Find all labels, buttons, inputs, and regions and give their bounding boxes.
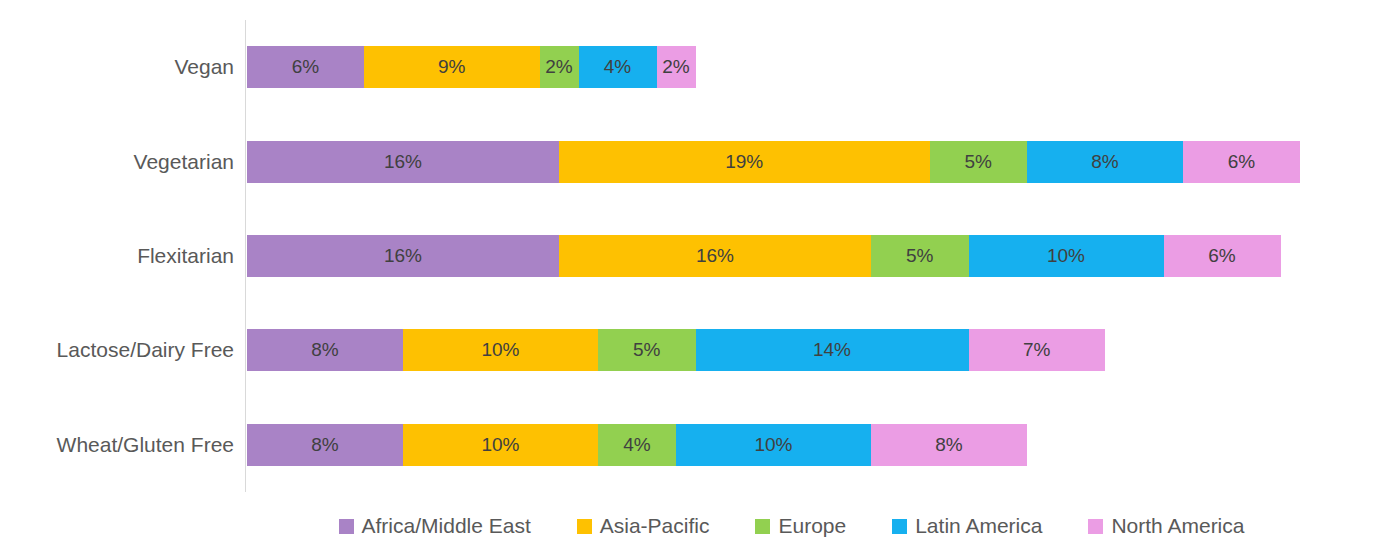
bar-segment: 2% — [540, 46, 579, 88]
category-label: Lactose/Dairy Free — [0, 338, 246, 362]
bar-segment: 14% — [696, 329, 969, 371]
data-label: 5% — [906, 245, 933, 267]
data-label: 10% — [481, 339, 519, 361]
legend-item: Africa/Middle East — [339, 514, 531, 538]
legend-swatch-icon — [577, 519, 592, 534]
bar-segment: 2% — [657, 46, 696, 88]
bar-segment: 16% — [247, 141, 559, 183]
data-label: 2% — [662, 56, 689, 78]
data-label: 4% — [604, 56, 631, 78]
data-label: 6% — [1228, 151, 1255, 173]
bar-segment: 10% — [676, 424, 871, 466]
stacked-bar: 8% 10% 4% 10% 8% — [247, 424, 1027, 466]
bar-segment: 7% — [969, 329, 1106, 371]
data-label: 6% — [1208, 245, 1235, 267]
bar-segment: 5% — [930, 141, 1028, 183]
bar-segment: 8% — [247, 329, 403, 371]
bar-segment: 10% — [403, 329, 598, 371]
bar-segment: 8% — [247, 424, 403, 466]
bar-segment: 5% — [598, 329, 696, 371]
legend-label: North America — [1111, 514, 1244, 538]
data-label: 16% — [696, 245, 734, 267]
legend-item: Europe — [755, 514, 846, 538]
bar-segment: 6% — [1183, 141, 1300, 183]
chart-row: Vegan 6% 9% 2% 4% 2% — [0, 20, 1383, 114]
bar-segment: 10% — [403, 424, 598, 466]
data-label: 7% — [1023, 339, 1050, 361]
data-label: 4% — [623, 434, 650, 456]
chart-row: Wheat/Gluten Free 8% 10% 4% 10% 8% — [0, 398, 1383, 492]
legend-swatch-icon — [892, 519, 907, 534]
data-label: 10% — [1047, 245, 1085, 267]
stacked-bar: 6% 9% 2% 4% 2% — [247, 46, 696, 88]
category-label: Wheat/Gluten Free — [0, 433, 246, 457]
legend-label: Asia-Pacific — [600, 514, 710, 538]
chart-row: Vegetarian 16% 19% 5% 8% 6% — [0, 114, 1383, 208]
legend-item: Latin America — [892, 514, 1042, 538]
bar-segment: 5% — [871, 235, 969, 277]
data-label: 10% — [754, 434, 792, 456]
data-label: 9% — [438, 56, 465, 78]
chart-row: Lactose/Dairy Free 8% 10% 5% 14% 7% — [0, 303, 1383, 397]
data-label: 19% — [725, 151, 763, 173]
bar-segment: 4% — [579, 46, 657, 88]
legend: Africa/Middle East Asia-Pacific Europe Lati… — [100, 514, 1383, 538]
stacked-bar-chart: Vegan6%9%2%4%2%Vegetarian16%19%5%8%6%Fle… — [0, 0, 1383, 560]
data-label: 8% — [311, 434, 338, 456]
bar-segment: 10% — [969, 235, 1164, 277]
chart-row: Flexitarian 16% 16% 5% 10% 6% — [0, 209, 1383, 303]
data-label: 16% — [384, 245, 422, 267]
data-label: 2% — [545, 56, 572, 78]
legend-label: Latin America — [915, 514, 1042, 538]
bar-segment: 6% — [247, 46, 364, 88]
category-label: Flexitarian — [0, 244, 246, 268]
stacked-bar: 8% 10% 5% 14% 7% — [247, 329, 1105, 371]
stacked-bar: 16% 19% 5% 8% 6% — [247, 141, 1300, 183]
data-label: 8% — [935, 434, 962, 456]
bar-segment: 16% — [559, 235, 871, 277]
chart-rows: Vegan6%9%2%4%2%Vegetarian16%19%5%8%6%Fle… — [0, 20, 1383, 492]
data-label: 5% — [965, 151, 992, 173]
legend-swatch-icon — [339, 519, 354, 534]
category-label: Vegetarian — [0, 150, 246, 174]
bar-segment: 19% — [559, 141, 930, 183]
legend-label: Europe — [778, 514, 846, 538]
bar-segment: 4% — [598, 424, 676, 466]
category-label: Vegan — [0, 55, 246, 79]
bar-segment: 8% — [1027, 141, 1183, 183]
legend-item: North America — [1088, 514, 1244, 538]
data-label: 10% — [481, 434, 519, 456]
legend-label: Africa/Middle East — [362, 514, 531, 538]
data-label: 8% — [1091, 151, 1118, 173]
stacked-bar: 16% 16% 5% 10% 6% — [247, 235, 1281, 277]
bar-segment: 9% — [364, 46, 540, 88]
legend-swatch-icon — [1088, 519, 1103, 534]
data-label: 8% — [311, 339, 338, 361]
data-label: 5% — [633, 339, 660, 361]
data-label: 14% — [813, 339, 851, 361]
legend-item: Asia-Pacific — [577, 514, 710, 538]
bar-segment: 8% — [871, 424, 1027, 466]
bar-segment: 6% — [1164, 235, 1281, 277]
data-label: 16% — [384, 151, 422, 173]
legend-swatch-icon — [755, 519, 770, 534]
bar-segment: 16% — [247, 235, 559, 277]
data-label: 6% — [292, 56, 319, 78]
